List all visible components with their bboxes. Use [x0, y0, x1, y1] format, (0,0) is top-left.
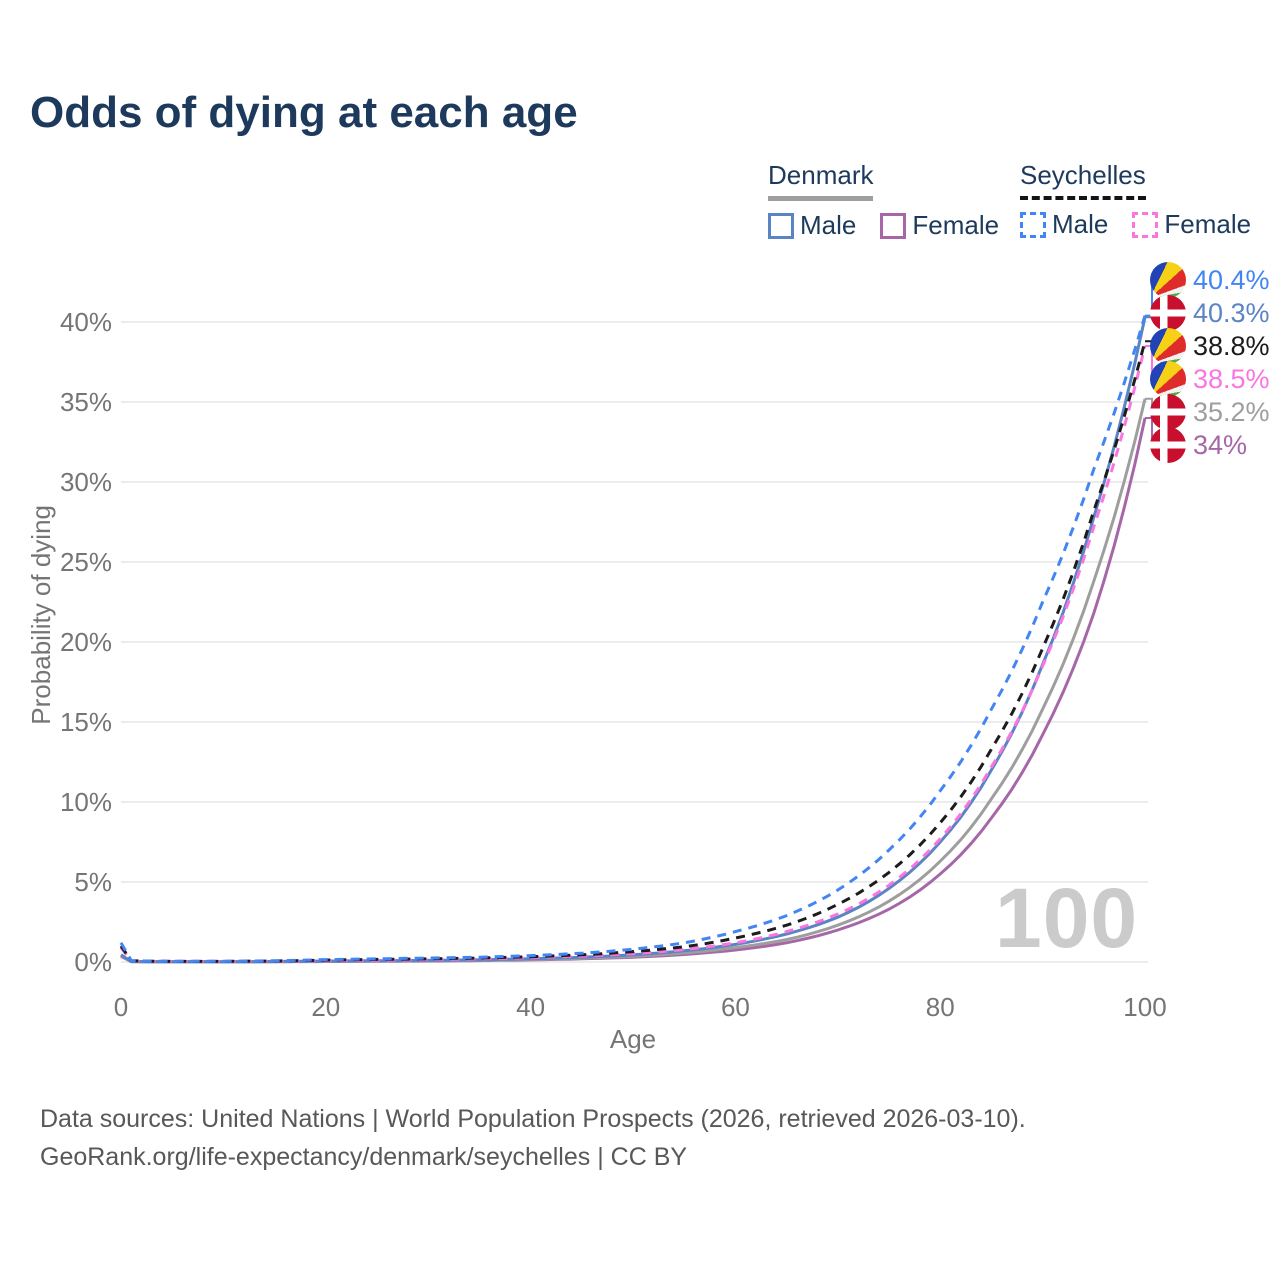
x-axis-title: Age: [610, 1024, 656, 1054]
end-label-value: 38.5%: [1193, 363, 1270, 394]
line-denmark-male: [120, 316, 1147, 964]
x-tick-label: 80: [926, 992, 955, 1022]
gridlines: [121, 321, 1148, 963]
x-tick-label: 0: [114, 992, 128, 1022]
legend-header-seychelles[interactable]: Seychelles: [1020, 160, 1146, 200]
y-tick-label: 35%: [60, 387, 112, 417]
legend-group-seychelles: Seychelles Male Female: [1020, 160, 1251, 240]
x-tick-label: 100: [1123, 992, 1166, 1022]
footer: Data sources: United Nations | World Pop…: [40, 1100, 1026, 1176]
denmark-flag-icon: [1150, 394, 1186, 430]
end-label-row-denmark-both: 35.2%: [1150, 394, 1270, 430]
line-seychelles-male: [119, 315, 1147, 963]
x-tick-label: 40: [516, 992, 545, 1022]
x-tick-label: 60: [721, 992, 750, 1022]
legend-item-seychelles-male[interactable]: Male: [1020, 209, 1108, 240]
line-denmark-female: [120, 417, 1147, 964]
legend-header-denmark[interactable]: Denmark: [768, 160, 874, 201]
x-axis-ticks: 0 20 40 60 80 100: [114, 992, 1167, 1022]
legend-item-label: Female: [912, 210, 1000, 240]
y-tick-label: 10%: [60, 787, 112, 817]
denmark-flag-icon: [1150, 427, 1186, 463]
line-chart: 0% 5% 10% 15% 20% 25% 30% 35% 40% 0 20 40 60 80 100 A…: [60, 279, 1167, 1054]
legend-item-label: Female: [1164, 209, 1252, 239]
seychelles-flag-icon: [1150, 328, 1186, 364]
seychelles-flag-icon: [1150, 262, 1186, 298]
denmark-male-swatch-icon: [768, 212, 794, 239]
age-watermark: 100: [995, 871, 1139, 965]
legend-item-denmark-male[interactable]: Male: [768, 210, 856, 241]
y-tick-label: 40%: [60, 307, 112, 337]
end-label-row-denmark-female: 34%: [1150, 427, 1247, 463]
end-label-value: 35.2%: [1193, 396, 1270, 427]
seychelles-male-swatch-icon: [1020, 211, 1046, 238]
end-label-value: 40.3%: [1193, 297, 1270, 328]
y-axis-ticks: 0% 5% 10% 15% 20% 25% 30% 35% 40%: [60, 307, 112, 977]
y-tick-label: 5%: [74, 867, 112, 897]
end-label-row-seychelles-female: 38.5%: [1150, 361, 1270, 397]
series-lines: [119, 315, 1147, 964]
line-denmark-both: [120, 398, 1147, 964]
denmark-female-swatch-icon: [880, 212, 907, 239]
y-tick-label: 30%: [60, 467, 112, 497]
end-label-row-denmark-male: 40.3%: [1150, 295, 1270, 331]
denmark-flag-icon: [1150, 295, 1186, 331]
end-label-row-seychelles-both: 38.8%: [1150, 328, 1270, 364]
legend-item-denmark-female[interactable]: Female: [880, 210, 999, 241]
end-label-row-seychelles-male: 40.4%: [1150, 262, 1270, 298]
legend-item-label: Male: [800, 210, 857, 240]
page-title: Odds of dying at each age: [30, 88, 578, 137]
line-seychelles-female: [119, 345, 1147, 963]
x-tick-label: 20: [311, 992, 340, 1022]
y-tick-label: 25%: [60, 547, 112, 577]
legend-item-seychelles-female[interactable]: Female: [1132, 209, 1251, 240]
legend-group-denmark: Denmark Male Female: [768, 160, 999, 241]
legend-item-label: Male: [1052, 209, 1109, 239]
footer-sources: Data sources: United Nations | World Pop…: [40, 1105, 1026, 1133]
end-label-value: 40.4%: [1193, 264, 1270, 295]
line-seychelles-both: [119, 340, 1147, 963]
y-tick-label: 0%: [74, 947, 112, 977]
seychelles-female-swatch-icon: [1132, 211, 1159, 238]
end-label-value: 38.8%: [1193, 330, 1270, 361]
y-tick-label: 20%: [60, 627, 112, 657]
seychelles-flag-icon: [1150, 361, 1186, 397]
end-label-value: 34%: [1193, 429, 1248, 460]
footer-attribution: GeoRank.org/life-expectancy/denmark/seyc…: [40, 1143, 688, 1171]
y-tick-label: 15%: [60, 707, 112, 737]
